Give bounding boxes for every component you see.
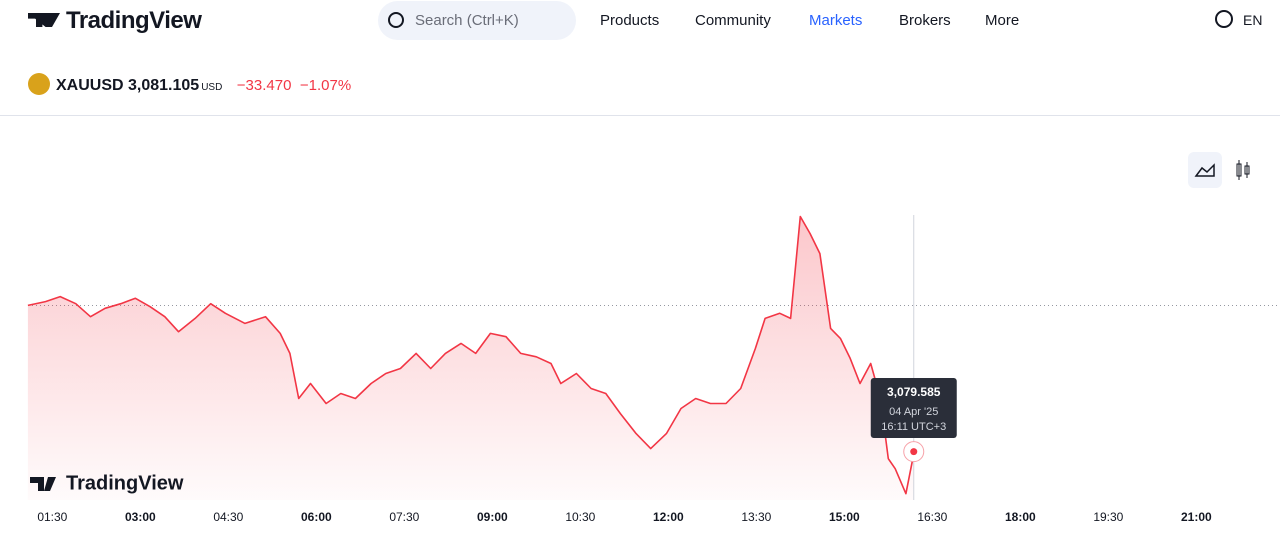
area-chart-button[interactable] <box>1188 152 1222 188</box>
symbol-icon <box>28 73 50 95</box>
separator <box>0 115 1280 116</box>
area-fill <box>27 216 914 500</box>
tooltip-date: 04 Apr '25 <box>889 406 938 418</box>
x-tick-label: 12:00 <box>653 510 684 524</box>
tooltip-price: 3,079.585 <box>887 385 941 399</box>
logo[interactable]: TradingView <box>28 7 202 35</box>
price-line <box>27 215 915 495</box>
tooltip-time: 16:11 UTC+3 <box>881 421 946 433</box>
search-box[interactable]: Search (Ctrl+K) <box>378 1 576 40</box>
x-tick-label: 16:30 <box>917 510 947 524</box>
header: TradingView Search (Ctrl+K) Products Com… <box>0 0 1280 44</box>
x-tick-label: 09:00 <box>477 510 508 524</box>
nav-link[interactable]: Community <box>695 12 771 29</box>
logo-text: TradingView <box>66 7 202 34</box>
globe-icon[interactable] <box>1215 10 1233 28</box>
last-point <box>910 448 918 456</box>
watermark-logo <box>30 477 56 491</box>
tooltip: 3,079.585 04 Apr '25 16:11 UTC+3 <box>870 378 957 438</box>
candle-chart-button[interactable] <box>1226 152 1260 188</box>
change-percent: −1.07% <box>299 77 352 94</box>
x-tick-label: 07:30 <box>389 510 419 524</box>
x-tick-label: 06:00 <box>301 510 332 524</box>
watermark: TradingView <box>66 472 184 494</box>
x-tick-label: 04:30 <box>213 510 243 524</box>
x-tick-label: 01:30 <box>37 510 67 524</box>
currency: USD <box>201 82 223 93</box>
x-tick-label: 18:00 <box>1005 510 1036 524</box>
x-tick-label: 21:00 <box>1181 510 1212 524</box>
x-tick-label: 10:30 <box>565 510 595 524</box>
price: 3,081.105 <box>128 77 200 94</box>
tooltip-box <box>870 378 957 438</box>
nav-link[interactable]: Brokers <box>899 12 951 29</box>
ticker: XAUUSD <box>56 77 124 94</box>
x-tick-label: 19:30 <box>1093 510 1123 524</box>
change: −33.470 <box>236 77 292 94</box>
x-tick-label: 13:30 <box>741 510 771 524</box>
symbol-bar: XAUUSD 3,081.105 USD −33.470 −1.07% <box>28 73 351 95</box>
nav-link[interactable]: More <box>985 12 1020 29</box>
x-tick-label: 15:00 <box>829 510 860 524</box>
nav-link[interactable]: Markets <box>809 12 863 29</box>
x-tick-label: 03:00 <box>125 510 156 524</box>
language[interactable]: EN <box>1243 12 1263 28</box>
nav-link[interactable]: Products <box>600 12 660 29</box>
